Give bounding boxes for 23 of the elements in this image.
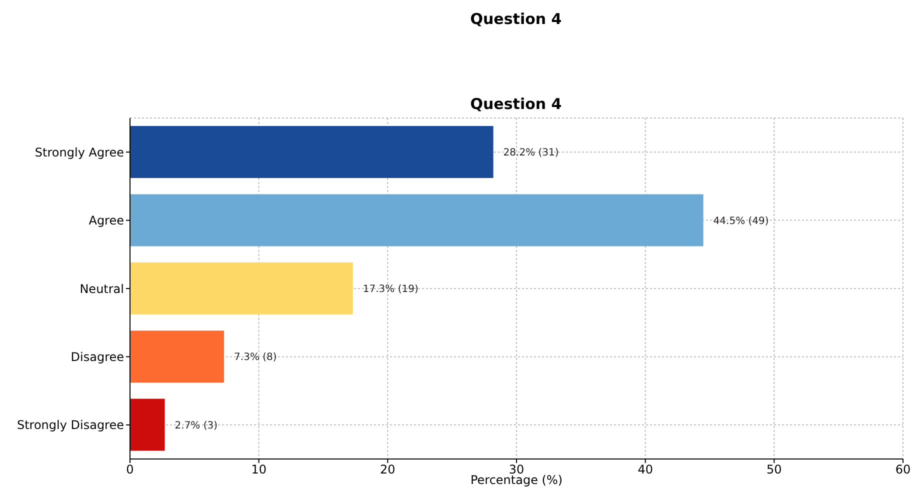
y-tick-label: Strongly Disagree (16, 418, 124, 432)
x-tick-label: 10 (251, 462, 266, 477)
data-label: 2.7% (3) (174, 420, 218, 432)
x-tick-label: 20 (380, 462, 396, 477)
y-tick-label: Strongly Agree (34, 145, 124, 160)
x-tick-label: 0 (126, 462, 134, 477)
bar (130, 330, 224, 383)
data-label: 17.3% (19) (362, 284, 418, 295)
y-tick-label: Agree (88, 214, 124, 228)
data-label: 44.5% (49) (713, 216, 769, 227)
bar (130, 126, 494, 178)
y-tick-label: Neutral (80, 282, 124, 296)
chart-title: Question 4 (469, 95, 563, 113)
y-tick-label: Disagree (70, 350, 124, 364)
data-label: 7.3% (8) (234, 352, 277, 364)
data-label: 28.2% (31) (503, 148, 559, 159)
bar (130, 194, 704, 246)
bar (130, 398, 165, 451)
x-tick-label: 50 (766, 462, 782, 477)
x-tick-label: 60 (895, 462, 911, 477)
x-tick-label: 40 (638, 462, 653, 477)
bar (130, 262, 353, 314)
text: Question 4 (469, 10, 563, 28)
